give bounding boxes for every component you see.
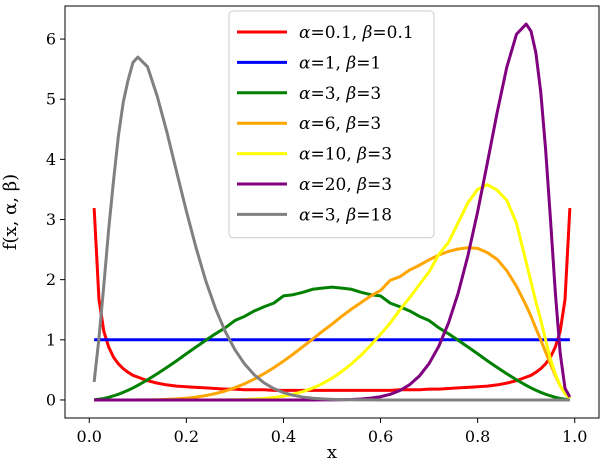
x-tick-label: 0.8 — [465, 427, 490, 446]
y-tick-label: 1 — [46, 330, 56, 349]
y-tick-label: 4 — [46, 150, 56, 169]
legend-label-3: α=3, β=3 — [299, 84, 381, 104]
y-tick-label: 2 — [46, 270, 56, 289]
axis-ticks: 0.0 0.2 0.4 0.6 0.8 1.0 0 1 2 3 4 5 6 — [46, 30, 588, 446]
y-tick-label: 0 — [46, 390, 56, 409]
y-axis-label: f(x, α, β) — [0, 174, 21, 250]
y-tick-label: 5 — [46, 90, 56, 109]
legend: α=0.1, β=0.1 α=1, β=1 α=3, β=3 α=6, β=3 α=10… — [228, 10, 435, 239]
x-tick-label: 1.0 — [562, 427, 587, 446]
series-line-7 — [92, 55, 570, 402]
x-axis-label: x — [327, 442, 337, 463]
legend-label-7: α=3, β=18 — [299, 205, 392, 225]
series-line-3 — [93, 285, 571, 402]
legend-label-6: α=20, β=3 — [299, 175, 392, 195]
legend-label-2: α=1, β=1 — [299, 53, 381, 73]
legend-box — [228, 10, 435, 239]
x-tick-label: 0.4 — [271, 427, 296, 446]
legend-label-4: α=6, β=3 — [299, 114, 381, 134]
series-lines — [92, 22, 572, 402]
y-tick-label: 3 — [46, 210, 56, 229]
x-tick-label: 0.2 — [174, 427, 199, 446]
legend-label-1: α=0.1, β=0.1 — [299, 23, 414, 43]
legend-label-5: α=10, β=3 — [299, 145, 392, 165]
x-tick-label: 0.0 — [77, 427, 102, 446]
x-tick-label: 0.6 — [368, 427, 393, 446]
y-tick-label: 6 — [46, 30, 56, 49]
series-line-1 — [92, 208, 572, 392]
plot-frame — [64, 5, 600, 419]
